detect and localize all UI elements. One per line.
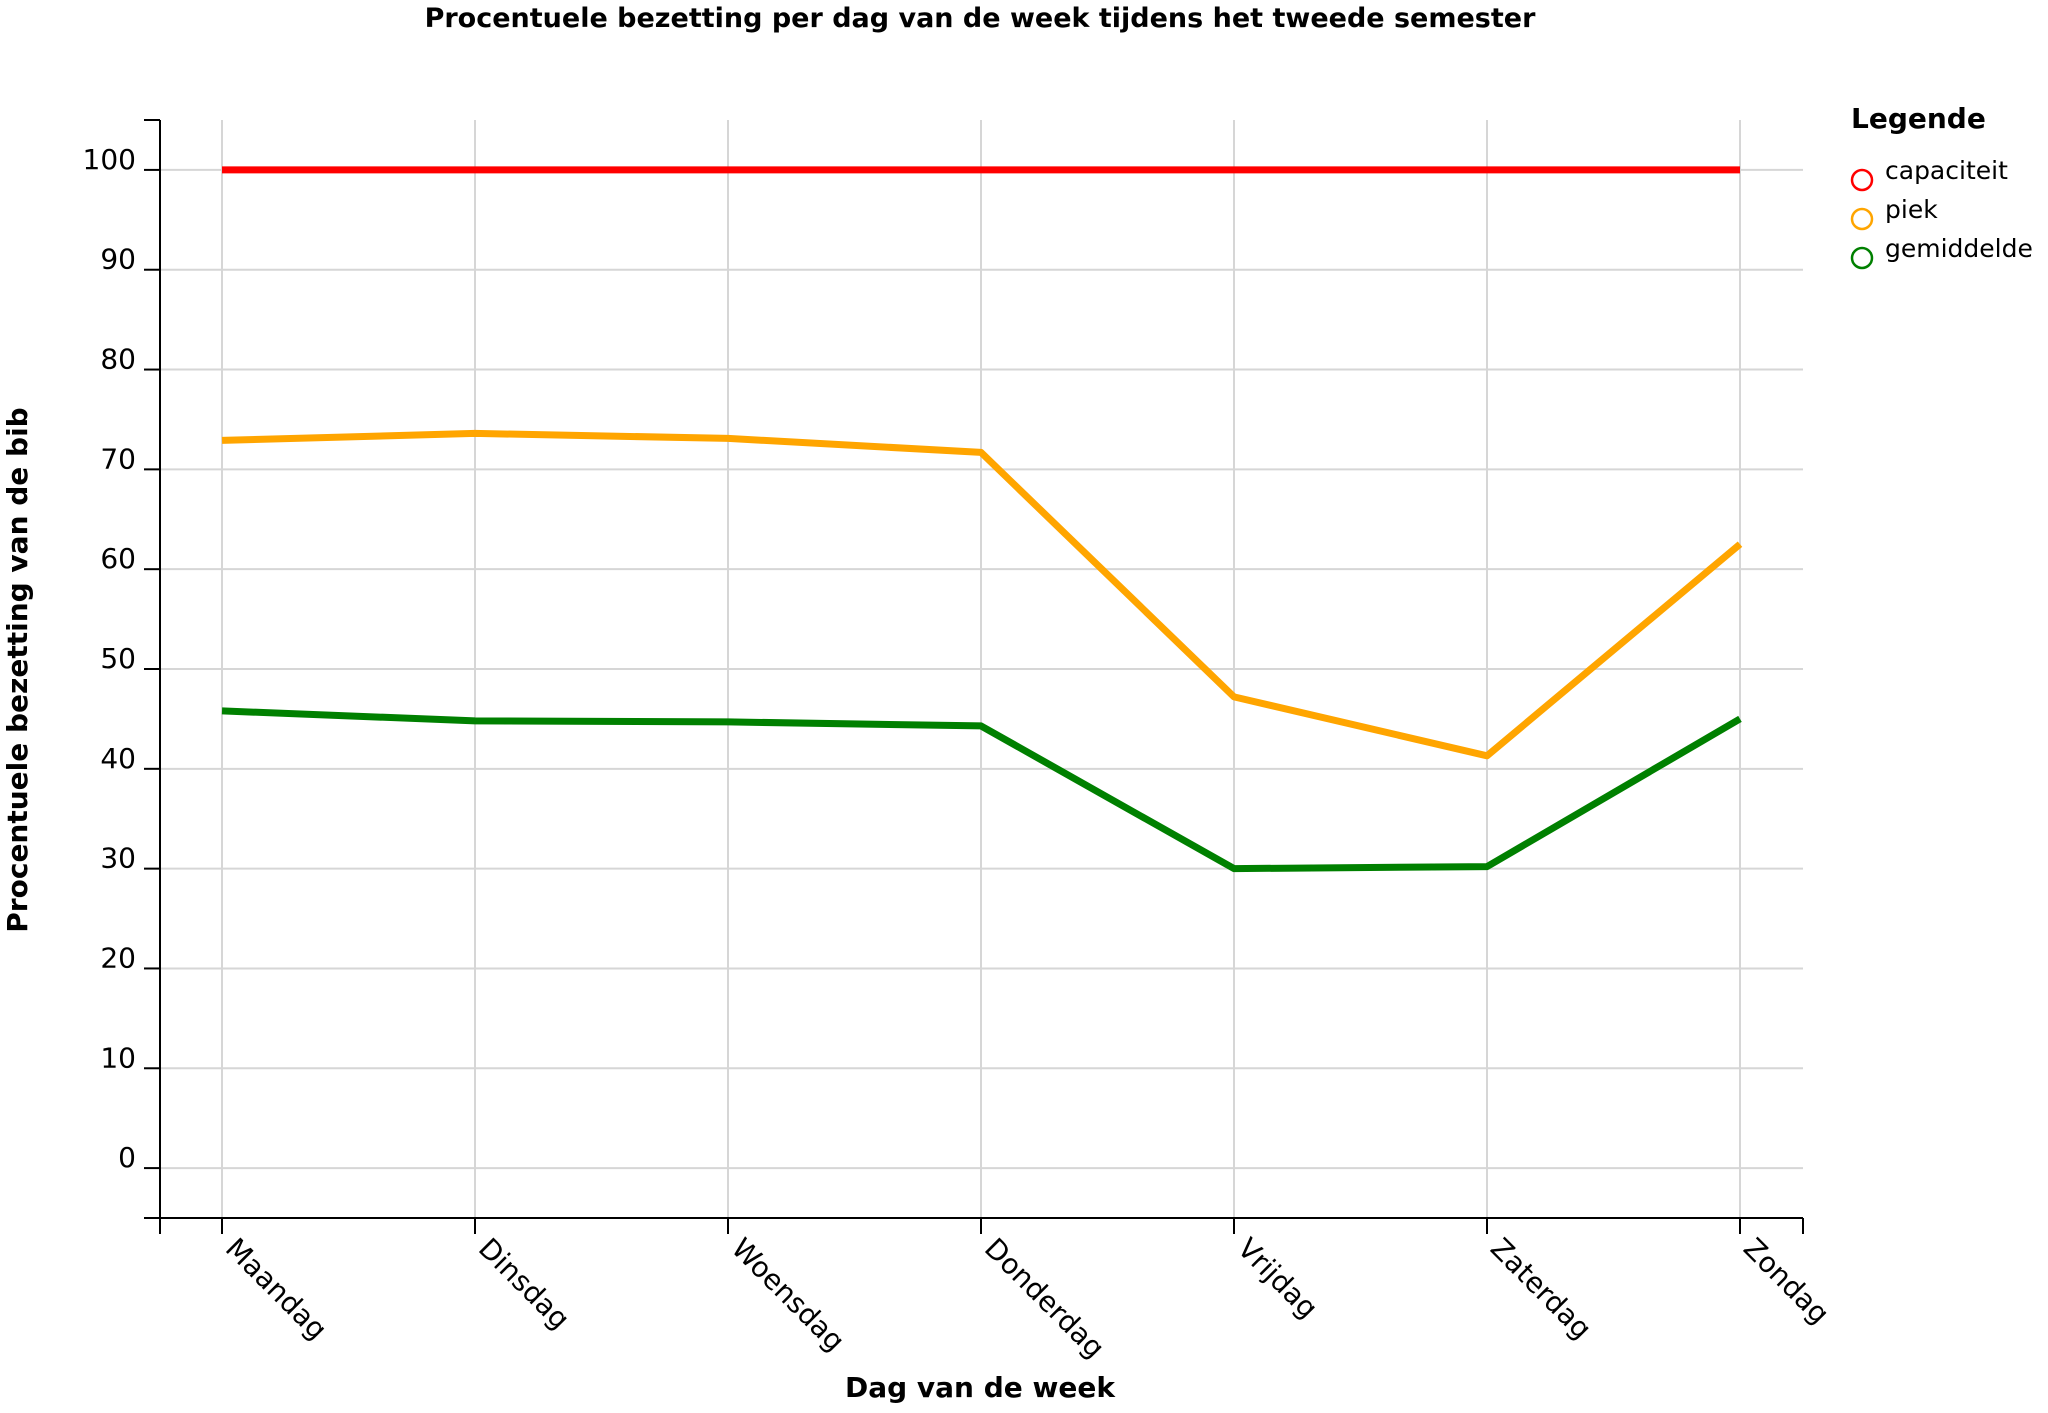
y-tick-label: 60: [100, 542, 136, 575]
y-tick-label: 0: [118, 1141, 136, 1174]
axes: [144, 119, 1804, 1234]
y-tick-label: 40: [100, 742, 136, 775]
y-tick-label: 20: [100, 941, 136, 974]
legend-label-gemiddelde: gemiddelde: [1885, 234, 2033, 263]
x-tick-label: Donderdag: [978, 1232, 1111, 1365]
legend-title: Legende: [1851, 102, 1986, 135]
x-tick-label: Woensdag: [725, 1232, 851, 1358]
legend-marker-piek: [1850, 207, 1874, 231]
x-tick-label: Dinsdag: [472, 1232, 576, 1336]
chart-title: Procentuele bezetting per dag van de wee…: [425, 3, 1537, 34]
y-tick-label: 10: [100, 1041, 136, 1074]
x-axis-label: Dag van de week: [845, 1371, 1116, 1404]
x-tick-label: Maandag: [219, 1232, 334, 1347]
grid: [160, 120, 1803, 1218]
y-tick-label: 70: [100, 442, 136, 475]
x-tick-label: Zaterdag: [1484, 1232, 1598, 1346]
legend-marker-capaciteit: [1850, 168, 1874, 192]
x-tick-label: Vrijdag: [1231, 1232, 1324, 1325]
y-tick-label: 80: [100, 343, 136, 376]
y-tick-label: 30: [100, 842, 136, 875]
series-lines: [221, 166, 1743, 873]
y-tick-label: 90: [100, 243, 136, 276]
y-tick-label: 50: [100, 642, 136, 675]
series-line-piek: [221, 429, 1743, 760]
y-tick-label: 100: [83, 143, 136, 176]
legend-label-piek: piek: [1885, 195, 1938, 224]
legend-label-capaciteit: capaciteit: [1885, 156, 2008, 185]
x-tick-label: Zondag: [1737, 1232, 1836, 1331]
y-axis-label: Procentuele bezetting van de bib: [1, 407, 34, 932]
legend: Legende capaciteit piek gemiddelde: [1850, 102, 2033, 270]
tick-labels: 0 10 20 30 40 50 60 70 80 90 100 Maandag Dinsdag Woen…: [83, 143, 1836, 1365]
legend-marker-gemiddelde: [1850, 246, 1874, 270]
series-line-gemiddelde: [221, 707, 1742, 873]
